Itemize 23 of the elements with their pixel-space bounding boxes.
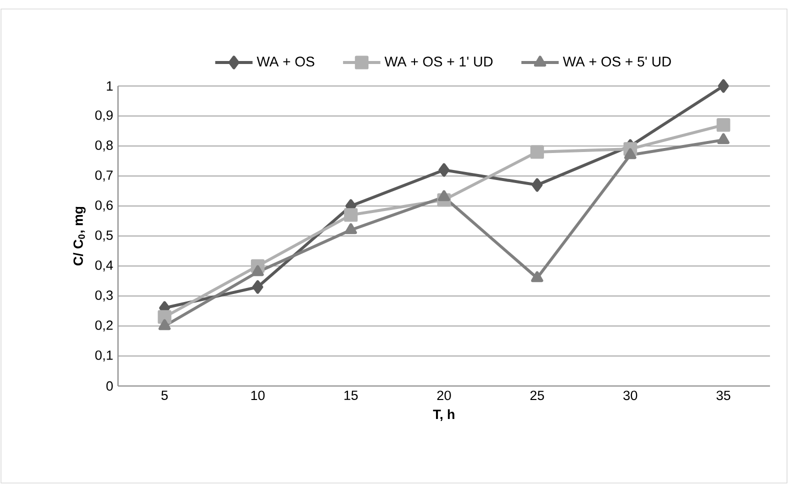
x-tick-label: 30 xyxy=(623,390,638,400)
legend-label: WA + OS xyxy=(256,56,314,67)
y-tick-label: 0,7 xyxy=(95,170,113,182)
x-tick-label: 25 xyxy=(530,390,544,400)
x-tick-label: 20 xyxy=(437,390,451,400)
x-tick-label: 15 xyxy=(344,390,358,400)
y-tick-label: 0,2 xyxy=(95,320,113,332)
legend-label: WA + OS + 5' UD xyxy=(562,56,671,67)
x-tick-label: 10 xyxy=(251,390,265,400)
legend-label: WA + OS + 1' UD xyxy=(384,56,493,67)
y-axis-title: C/ C$_{0}$, mg xyxy=(73,206,86,266)
y-tick-label: 0,6 xyxy=(95,200,113,212)
y-tick-label: 0,1 xyxy=(95,350,113,362)
x-tick-label: 5 xyxy=(161,390,168,400)
x-tick-label: 35 xyxy=(716,390,730,400)
y-tick-label: 0,3 xyxy=(95,290,113,302)
x-axis-title: T, h xyxy=(433,409,454,422)
y-tick-label: 0,4 xyxy=(95,260,113,272)
y-tick-label: 0,8 xyxy=(95,140,113,152)
y-tick-label: 0,5 xyxy=(95,230,113,242)
y-tick-label: 0 xyxy=(106,381,113,391)
y-tick-label: 0,9 xyxy=(95,110,113,122)
y-tick-label: 1 xyxy=(106,81,113,91)
